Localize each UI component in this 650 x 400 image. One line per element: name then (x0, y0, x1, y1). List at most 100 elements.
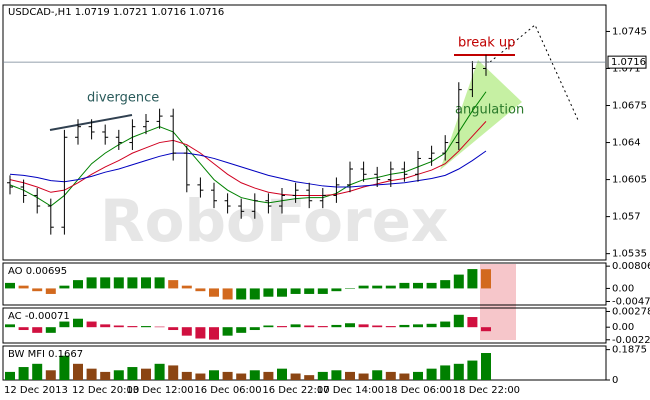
annotation: divergence (87, 91, 159, 106)
histogram-bar (59, 285, 70, 289)
y-tick-label: -0.00472 (612, 296, 650, 307)
histogram-bar (358, 324, 369, 328)
y-tick-label: 1.0675 (612, 101, 647, 112)
histogram-bar (263, 288, 274, 297)
histogram-bar (317, 371, 328, 380)
histogram-bar (113, 370, 124, 380)
histogram-bar (59, 321, 70, 328)
histogram-bar (154, 277, 165, 289)
histogram-bar (440, 280, 451, 289)
y-tick-label: 1.0535 (612, 249, 647, 260)
histogram-bar (263, 371, 274, 380)
panel-frame (2, 307, 607, 344)
panel-title: AO 0.00695 (8, 266, 67, 277)
histogram-bar (453, 274, 464, 289)
y-tick-label: 0.00 (612, 322, 634, 333)
histogram-bar (18, 327, 29, 331)
histogram-bar (453, 363, 464, 380)
histogram-bar (290, 324, 301, 328)
watermark: RoboForex (100, 187, 448, 255)
current-price-label: 1.0716 (611, 57, 646, 68)
histogram-bar (481, 327, 491, 332)
histogram-bar (141, 326, 151, 328)
histogram-bar (399, 373, 410, 380)
histogram-bar (168, 280, 179, 289)
histogram-bar (249, 327, 260, 331)
moving-average (9, 121, 487, 196)
histogram-bar (277, 288, 287, 297)
histogram-bar (249, 288, 260, 300)
annotation: break up (458, 36, 515, 51)
histogram-bar (32, 288, 43, 292)
histogram-bar (385, 326, 396, 328)
histogram-bar (195, 373, 206, 380)
histogram-bar (290, 373, 301, 380)
histogram-bar (236, 327, 247, 333)
histogram-bar (426, 323, 437, 328)
histogram-bar (345, 371, 355, 380)
histogram-bar (290, 288, 301, 294)
histogram-bar (317, 288, 328, 294)
histogram-bar (73, 280, 83, 289)
panel-frame (2, 262, 607, 306)
histogram-bar (73, 363, 83, 380)
histogram-bar (154, 363, 165, 380)
moving-average (9, 91, 487, 207)
x-tick-label: 12 Dec 2013 (4, 385, 68, 396)
histogram-bar (304, 375, 315, 380)
histogram-bar (372, 285, 383, 289)
histogram-bar (100, 277, 111, 289)
histogram-bar (113, 325, 124, 328)
y-tick-label: 0.00806 (612, 261, 650, 272)
histogram-bar (127, 367, 138, 380)
histogram-bar (399, 282, 410, 289)
histogram-bar (222, 288, 233, 300)
histogram-bar (467, 269, 478, 289)
y-tick-label: 0.00 (612, 283, 634, 294)
histogram-bar (45, 288, 56, 294)
histogram-bar (413, 324, 423, 328)
histogram-bar (209, 370, 219, 380)
histogram-bar (236, 373, 247, 380)
histogram-bar (154, 326, 165, 328)
histogram-bar (18, 285, 29, 289)
histogram-bar (86, 368, 97, 380)
histogram-bar (127, 326, 138, 328)
histogram-bar (304, 288, 315, 294)
annotation: angulation (455, 103, 524, 118)
histogram-bar (141, 368, 151, 380)
x-tick-label: 18 Dec 06:00 (385, 385, 452, 396)
histogram-bar (59, 355, 70, 380)
histogram-bar (385, 371, 396, 380)
histogram-bar (5, 282, 15, 289)
y-tick-label: 0.1875 (612, 345, 647, 356)
histogram-bar (426, 282, 437, 289)
y-tick-label: 0.002786 (612, 306, 650, 317)
x-tick-label: 17 Dec 14:00 (317, 385, 384, 396)
histogram-bar (141, 277, 151, 289)
histogram-bar (399, 324, 410, 328)
panel-title: USDCAD-,H1 1.0719 1.0721 1.0716 1.0716 (8, 7, 224, 18)
histogram-bar (358, 373, 369, 380)
histogram-bar (168, 365, 179, 380)
histogram-bar (277, 368, 287, 380)
histogram-bar (413, 282, 423, 289)
y-tick-label: 1.0605 (612, 175, 647, 186)
x-tick-label: 12 Dec 20:00 (72, 385, 139, 396)
y-tick-label: 1.0745 (612, 26, 647, 37)
x-tick-label: 16 Dec 22:00 (262, 385, 329, 396)
y-tick-label: 1.071 (612, 63, 641, 74)
histogram-bar (100, 324, 111, 328)
histogram-bar (331, 288, 342, 292)
x-tick-label: 13 Dec 12:00 (126, 385, 193, 396)
histogram-bar (181, 327, 192, 336)
y-tick-label: 1.057 (612, 212, 641, 223)
histogram-bar (304, 325, 315, 328)
histogram-bar (440, 321, 451, 328)
histogram-bar (45, 327, 56, 333)
histogram-bar (127, 277, 138, 289)
histogram-bar (18, 367, 29, 380)
histogram-bar (385, 285, 396, 289)
histogram-bar (358, 285, 369, 289)
